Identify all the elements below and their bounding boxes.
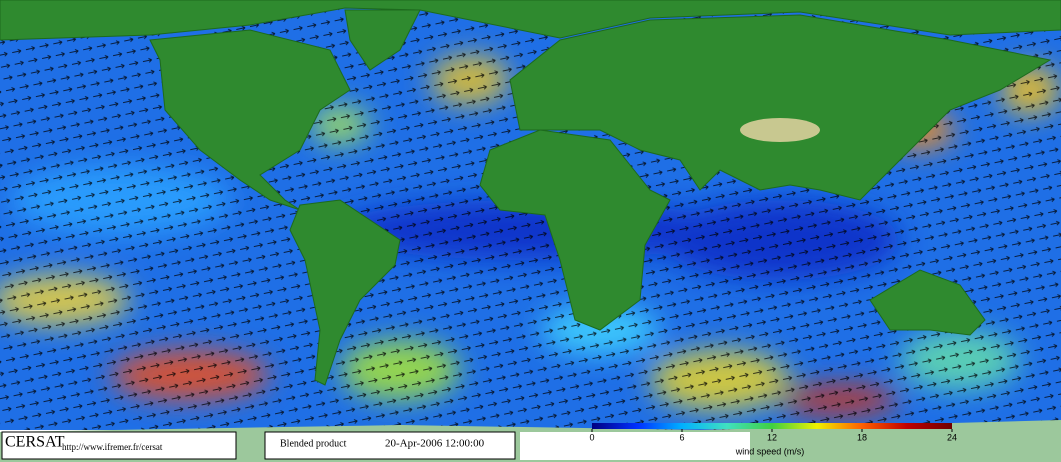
- colorbar: [592, 423, 952, 429]
- product-box: [264, 431, 516, 460]
- logo: CERSAT: [5, 434, 65, 451]
- colorbar-ticks: 0 6 12 18 24: [589, 429, 957, 442]
- colorbar-tick-label: 6: [679, 432, 684, 442]
- product: Blended product: [280, 438, 347, 449]
- url: http://www.ifremer.fr/cersat: [62, 442, 163, 452]
- legend-box: [520, 432, 750, 460]
- colorbar-tick-label: 24: [947, 432, 957, 442]
- logo-box: [1, 431, 237, 460]
- colorbar-tick-label: 0: [589, 432, 594, 442]
- colorbar-label: wind speed (m/s): [735, 446, 805, 456]
- date: 20-Apr-2006 12:00:00: [385, 438, 485, 450]
- colorbar-tick-label: 18: [857, 432, 867, 442]
- colorbar-tick-label: 12: [767, 432, 777, 442]
- footer: CERSAT http://www.ifremer.fr/cersat Blen…: [1, 423, 957, 460]
